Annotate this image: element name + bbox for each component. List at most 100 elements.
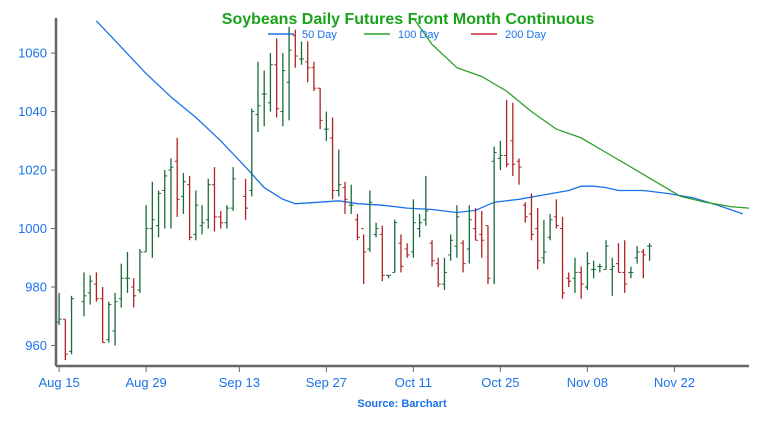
ohlc-bar — [609, 257, 615, 296]
ohlc-bar — [299, 41, 305, 65]
ohlc-bar — [124, 251, 130, 293]
ohlc-bar — [249, 108, 255, 197]
ohlc-bar — [87, 275, 93, 305]
ohlc-bar — [386, 274, 392, 279]
ohlc-bar — [156, 190, 162, 238]
ohlc-bar — [491, 146, 497, 285]
ohlc-bar — [143, 205, 149, 253]
x-tick-label: Sep 27 — [306, 375, 347, 390]
y-tick-label: 1060 — [18, 46, 47, 61]
ohlc-bar — [137, 249, 143, 293]
ohlc-bar — [56, 292, 62, 326]
ohlc-bar — [267, 53, 273, 112]
axes-layer: 960 980 1000 1020 1040 1060 Aug 15 Aug 29 Sep 13… — [18, 18, 749, 390]
ohlc-bar — [243, 178, 249, 220]
ohlc-bar — [199, 205, 205, 235]
ohlc-bar — [69, 295, 75, 355]
ohlc-bar — [330, 117, 336, 200]
ohlc-bar — [112, 292, 118, 346]
ohlc-bar — [218, 211, 224, 229]
ohlc-bar — [417, 213, 423, 238]
ohlc-bar — [193, 190, 199, 241]
ohlc-bar — [516, 158, 522, 185]
ohlc-bar — [591, 260, 597, 279]
legend-item: 100 Day — [364, 29, 439, 41]
ohlc-bar — [187, 175, 193, 241]
series-line-100-day — [412, 18, 749, 209]
ohlc-bar — [628, 266, 634, 279]
ohlc-bar — [479, 211, 485, 258]
ohlc-bar — [578, 266, 584, 299]
ohlc-bar — [255, 61, 261, 133]
ohlc-bar — [81, 272, 87, 317]
x-tick-label: Sep 13 — [219, 375, 260, 390]
ohlc-bar — [454, 205, 460, 258]
ohlc-bar — [647, 243, 653, 261]
ohlc-bar — [429, 240, 435, 267]
x-tick-label: Nov 22 — [654, 375, 695, 390]
series-line-50-day — [95, 20, 744, 215]
ohlc-bar — [473, 208, 479, 241]
ohlc-bar — [205, 178, 211, 229]
x-tick-label: Oct 25 — [481, 375, 519, 390]
ohlc-bar — [597, 263, 603, 273]
ohlc-bar — [93, 272, 99, 302]
ohlc-bar — [622, 240, 628, 293]
ohlc-bar — [292, 29, 298, 68]
ohlc-bar — [224, 205, 230, 229]
legend-label: 200 Day — [505, 29, 546, 41]
ohlc-bar — [466, 205, 472, 264]
legend: 50 Day 100 Day 200 Day — [268, 29, 546, 41]
ohlc-bar — [448, 234, 454, 261]
moving-average-layer — [95, 18, 749, 215]
x-tick-label: Aug 29 — [126, 375, 167, 390]
ohlc-bar — [572, 257, 578, 293]
ohlc-bar — [149, 181, 155, 258]
ohlc-bar — [336, 149, 342, 197]
x-tick-label: Aug 15 — [39, 375, 80, 390]
ohlc-bar — [560, 216, 566, 299]
ohlc-bar — [584, 251, 590, 290]
ohlc-bar — [615, 243, 621, 273]
ohlc-bar — [497, 140, 503, 171]
ohlc-bars-layer — [56, 26, 653, 361]
legend-item: 200 Day — [471, 29, 546, 41]
ohlc-bar — [485, 225, 491, 285]
y-tick-label: 980 — [25, 280, 47, 295]
ohlc-bar — [342, 181, 348, 214]
ohlc-bar — [640, 249, 646, 279]
ohlc-bar — [410, 199, 416, 258]
ohlc-bar — [168, 158, 174, 229]
ohlc-bar — [566, 272, 572, 288]
ohlc-bar — [435, 257, 441, 288]
ohlc-bar — [230, 167, 236, 212]
ohlc-bar — [392, 219, 398, 273]
ohlc-bar — [373, 222, 379, 238]
ohlc-bar — [180, 172, 186, 214]
ohlc-bar — [317, 87, 323, 130]
ohlc-bar — [174, 137, 180, 217]
ohlc-bar — [131, 278, 137, 308]
ohlc-bar — [361, 228, 367, 285]
y-tick-label: 1020 — [18, 163, 47, 178]
ohlc-bar — [522, 202, 528, 223]
ohlc-bar — [528, 193, 534, 241]
ohlc-bar — [634, 246, 640, 264]
ohlc-bar — [547, 213, 553, 241]
x-tick-label: Nov 08 — [567, 375, 608, 390]
y-tick-label: 1000 — [18, 221, 47, 236]
ohlc-bar — [62, 318, 68, 361]
x-tick-label: Oct 11 — [395, 375, 432, 390]
y-tick-label: 960 — [25, 338, 47, 353]
y-tick-label: 1040 — [18, 104, 47, 119]
ohlc-bar — [261, 70, 267, 127]
ohlc-bar — [379, 225, 385, 282]
ohlc-bar — [348, 184, 354, 214]
ohlc-bar — [423, 175, 429, 226]
chart-title: Soybeans Daily Futures Front Month Conti… — [222, 11, 595, 28]
ohlc-bar — [460, 240, 466, 273]
ohlc-bar — [404, 243, 410, 258]
ohlc-bar — [286, 26, 292, 121]
